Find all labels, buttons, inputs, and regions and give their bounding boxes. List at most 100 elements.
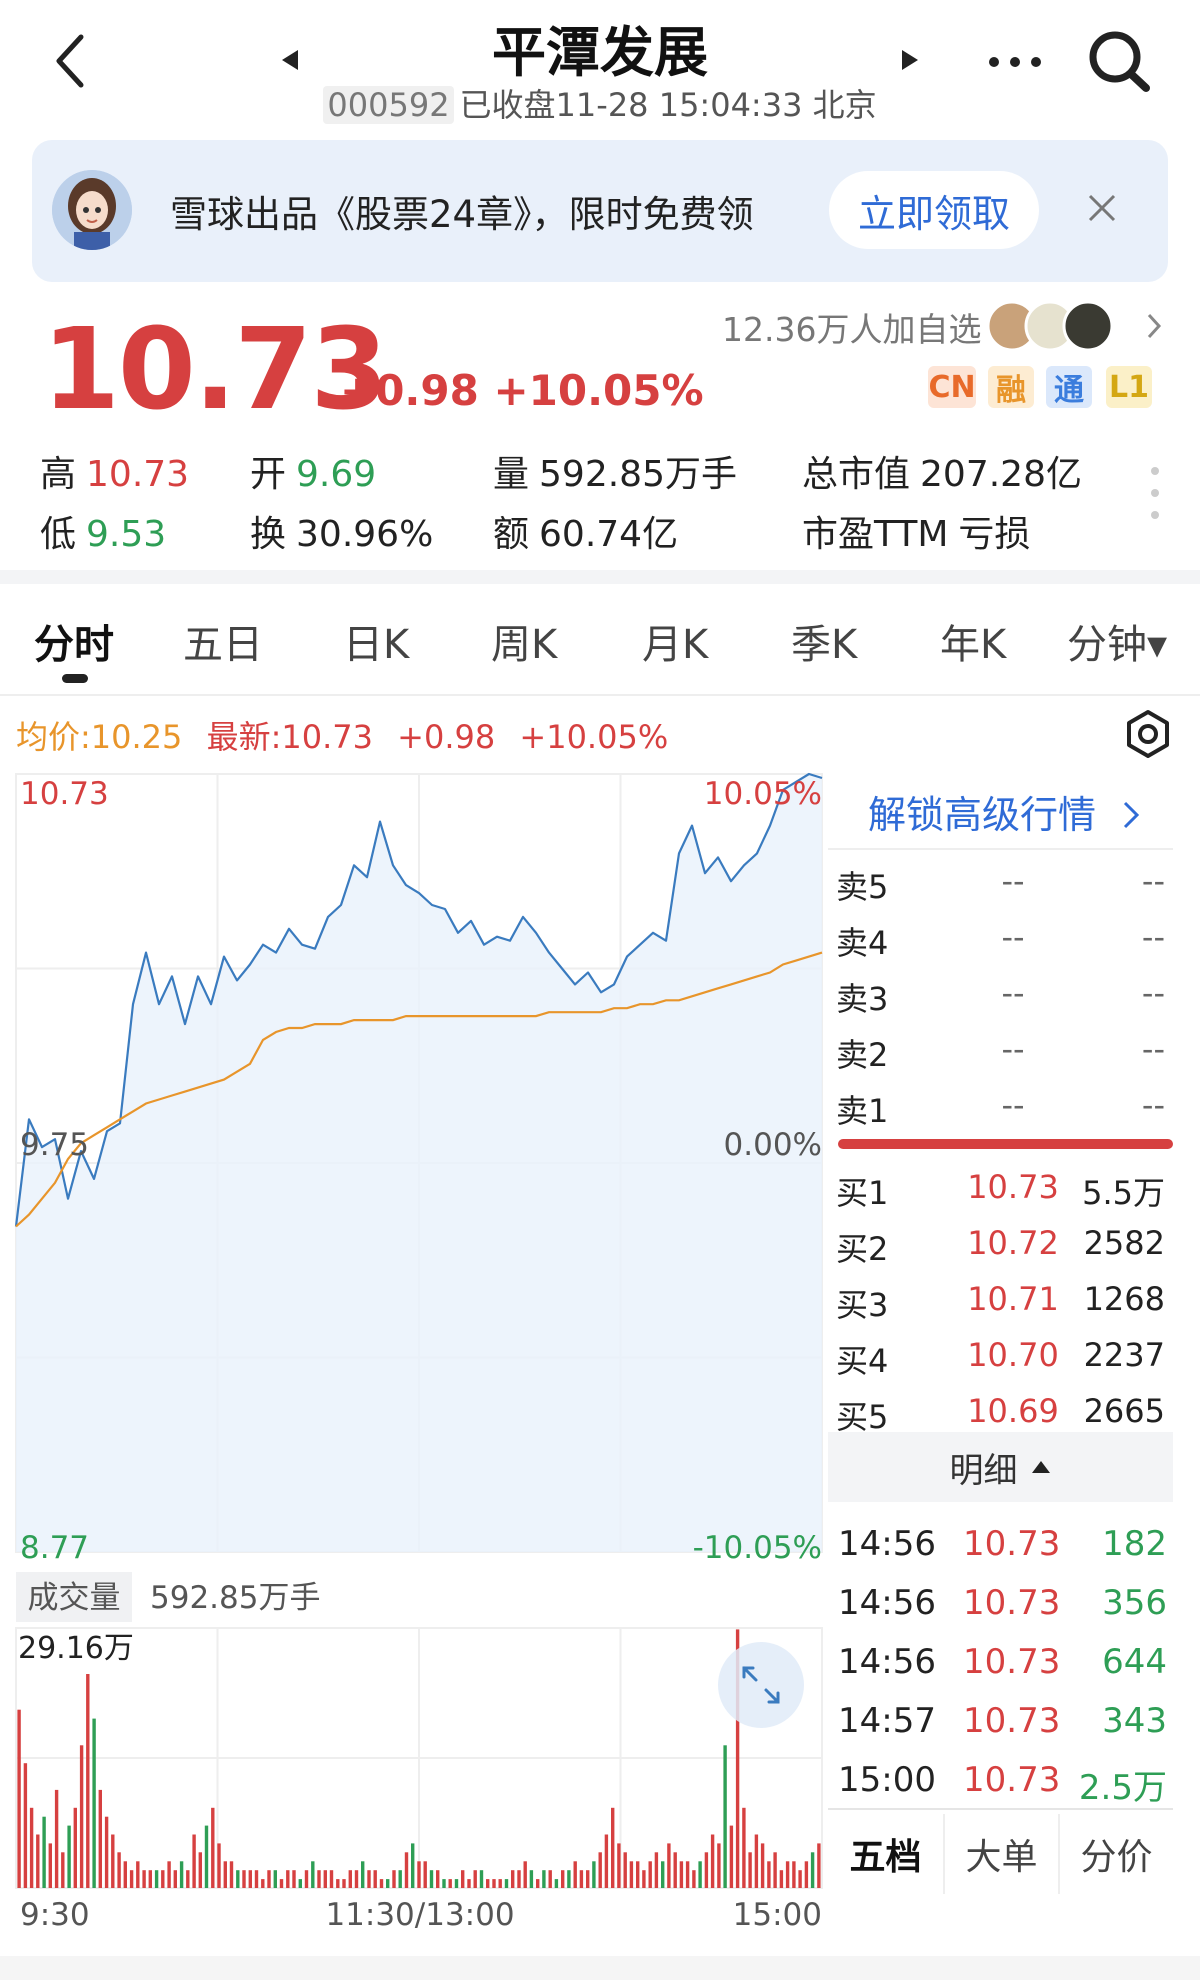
level-price: -- [1001, 918, 1025, 956]
volume-bar [86, 1674, 90, 1888]
search-button[interactable] [1080, 22, 1160, 102]
badge-level1[interactable]: L1 [1106, 366, 1152, 408]
level-price: 10.70 [967, 1336, 1059, 1374]
chart-settings-button[interactable] [1120, 706, 1176, 762]
tick-row: 14:56 10.73 644 [828, 1632, 1173, 1690]
level-volume: -- [1141, 1030, 1165, 1068]
volume-bar [648, 1861, 652, 1888]
watchers-count[interactable]: 12.36万人加自选 [722, 310, 982, 349]
chevron-right-icon [1147, 313, 1162, 339]
tab-five-levels[interactable]: 五档 [849, 1837, 922, 1878]
claim-button[interactable]: 立即领取 [829, 171, 1039, 249]
tick-row: 14:56 10.73 182 [828, 1514, 1173, 1572]
more-button[interactable] [980, 34, 1050, 90]
volume-bar [111, 1834, 115, 1888]
volume-bar [167, 1861, 171, 1888]
volume-bar [810, 1852, 815, 1888]
volume-bar [698, 1861, 702, 1888]
level-price: -- [1001, 862, 1025, 900]
unlock-advanced-quote[interactable]: 解锁高级行情 [868, 784, 1140, 839]
volume-bar [411, 1843, 415, 1888]
buy-level-row: 买3 10.71 1268 [828, 1270, 1173, 1326]
tab-daily-k[interactable]: 日K [343, 622, 410, 668]
x-label-close: 15:00 [733, 1897, 822, 1933]
next-stock-button[interactable] [890, 40, 930, 80]
page-title: 平潭发展 [492, 21, 708, 84]
expand-arrows-icon [742, 1666, 780, 1704]
tab-quarterly-k[interactable]: 季K [791, 622, 858, 668]
prev-stock-button[interactable] [270, 40, 310, 80]
more-stats-button[interactable] [1140, 462, 1170, 524]
volume-bar [142, 1870, 146, 1888]
avg-price-label: 均价:10.25 [16, 718, 183, 756]
detail-header[interactable]: 明细 [828, 1432, 1173, 1502]
pct-label-low: -10.05% [693, 1530, 822, 1566]
volume-bar [561, 1870, 565, 1888]
volume-bar [754, 1834, 759, 1888]
banner-close-button[interactable] [1074, 180, 1130, 236]
stat-high: 高 10.73 [40, 454, 190, 495]
watcher-avatars[interactable] [986, 299, 1128, 353]
badge-connect[interactable]: 通 [1046, 366, 1092, 408]
tick-time: 14:56 [838, 1524, 936, 1564]
tick-volume: 356 [1102, 1583, 1167, 1623]
level-name: 买1 [836, 1174, 889, 1212]
level-volume: -- [1141, 862, 1165, 900]
volume-bar [254, 1870, 259, 1888]
volume-bar [523, 1861, 527, 1888]
banner-text: 雪球出品《股票24章》，限时免费领 [170, 193, 754, 236]
tick-time: 15:00 [838, 1760, 936, 1800]
tab-monthly-k[interactable]: 月K [642, 622, 709, 668]
volume-bar [461, 1870, 465, 1888]
tab-price-distribution[interactable]: 分价 [1058, 1814, 1173, 1894]
tick-row: 14:56 10.73 356 [828, 1573, 1173, 1631]
volume-bar [42, 1816, 46, 1888]
volume-bar [329, 1870, 334, 1888]
section-divider [0, 570, 1200, 584]
volume-bar [379, 1879, 384, 1888]
tab-minute[interactable]: 分钟▾ [1067, 622, 1168, 668]
intraday-chart[interactable]: 10.73 9.75 8.77 10.05% 0.00% -10.05% 成交量… [0, 760, 830, 1940]
level-price: 10.73 [967, 1168, 1059, 1206]
detail-label: 明细 [949, 1450, 1018, 1491]
volume-bar [804, 1861, 809, 1888]
volume-bar [273, 1870, 277, 1888]
badge-margin[interactable]: 融 [988, 366, 1034, 408]
promo-banner[interactable]: 雪球出品《股票24章》，限时免费领 立即领取 [32, 140, 1168, 282]
badge-cn[interactable]: CN [928, 366, 976, 408]
back-button[interactable] [36, 26, 106, 96]
level-volume: -- [1141, 918, 1165, 956]
tick-volume: 644 [1102, 1642, 1167, 1682]
stat-open: 开 9.69 [250, 454, 377, 495]
volume-bar [492, 1879, 496, 1888]
unlock-label: 解锁高级行情 [868, 793, 1097, 837]
tab-five-day[interactable]: 五日 [183, 622, 263, 668]
level-volume: -- [1141, 1086, 1165, 1124]
volume-bar [173, 1870, 177, 1888]
volume-bar [198, 1852, 202, 1888]
volume-bar [692, 1870, 696, 1888]
buy-level-row: 买4 10.70 2237 [828, 1326, 1173, 1382]
search-icon [1089, 31, 1150, 92]
volume-bar [529, 1870, 534, 1888]
sell-level-row: 卖1 -- -- [828, 1076, 1173, 1132]
volume-bar [404, 1852, 409, 1888]
tab-weekly-k[interactable]: 周K [491, 622, 558, 668]
volume-bar [604, 1834, 609, 1888]
tab-large-orders[interactable]: 大单 [943, 1814, 1058, 1894]
volume-bar [292, 1870, 296, 1888]
volume-bar [398, 1870, 402, 1888]
expand-chart-button[interactable] [718, 1642, 804, 1728]
volume-bar [229, 1861, 234, 1888]
tab-yearly-k[interactable]: 年K [940, 622, 1007, 668]
sell-level-row: 卖3 -- -- [828, 964, 1173, 1020]
volume-bar [742, 1807, 746, 1888]
watchers-chevron[interactable] [1136, 306, 1172, 346]
x-label-open: 9:30 [20, 1897, 90, 1933]
volume-bar [48, 1843, 52, 1888]
price-layer [14, 772, 823, 1552]
price-area [16, 774, 822, 1552]
tab-intraday[interactable]: 分时 [34, 622, 114, 668]
volume-bar [192, 1834, 196, 1888]
tick-time: 14:57 [838, 1701, 936, 1741]
